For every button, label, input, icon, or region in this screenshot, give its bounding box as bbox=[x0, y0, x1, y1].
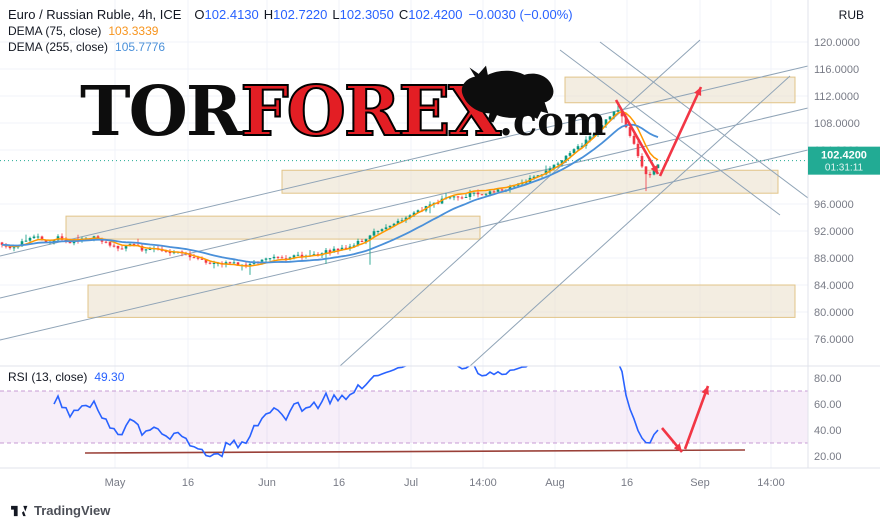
forecast-arrow-head bbox=[650, 165, 658, 174]
badge-countdown: 01:31:11 bbox=[825, 163, 864, 174]
forecast-arrow[interactable] bbox=[683, 385, 710, 450]
rsi-label: RSI (13, close) bbox=[8, 370, 88, 384]
trendline[interactable] bbox=[339, 39, 701, 366]
chart-legend: Euro / Russian Ruble, 4h, ICE O102.4130 H1… bbox=[8, 7, 573, 55]
time-axis-label[interactable]: 14:00 bbox=[469, 477, 497, 489]
trendline[interactable] bbox=[469, 75, 791, 366]
time-axis-label[interactable]: 16 bbox=[333, 477, 345, 489]
dema75-value: 103.3339 bbox=[108, 24, 159, 38]
trendlines bbox=[0, 39, 820, 366]
dema-255-line bbox=[1, 123, 659, 264]
badge-price: 102.4200 bbox=[821, 150, 867, 162]
close-label: C bbox=[398, 7, 409, 22]
dema75-label: DEMA (75, close) bbox=[8, 24, 102, 38]
trendline[interactable] bbox=[0, 107, 808, 299]
rsi-scale-label[interactable]: 40.00 bbox=[814, 425, 842, 437]
trendline[interactable] bbox=[599, 41, 820, 207]
high-value: 102.7220 bbox=[273, 7, 328, 22]
change-value: −0.0030 (−0.00%) bbox=[468, 7, 573, 22]
rsi-scale-label[interactable]: 80.00 bbox=[814, 373, 842, 385]
dema-75-line bbox=[1, 110, 659, 267]
pane-separators bbox=[0, 0, 880, 469]
open-label: O bbox=[194, 7, 205, 22]
price-scale-label[interactable]: 84.0000 bbox=[814, 280, 854, 292]
forecast-arrow-head bbox=[694, 87, 702, 96]
dema255-label: DEMA (255, close) bbox=[8, 40, 109, 54]
time-axis-label[interactable]: 16 bbox=[621, 477, 633, 489]
low-value: 102.3050 bbox=[339, 7, 394, 22]
price-scale-label[interactable]: 88.0000 bbox=[814, 253, 854, 265]
price-scale-label[interactable]: 96.0000 bbox=[814, 199, 854, 211]
rsi-legend[interactable]: RSI (13, close) 49.30 bbox=[8, 370, 124, 384]
price-scale-label[interactable]: 92.0000 bbox=[814, 226, 854, 238]
open-value: 102.4130 bbox=[204, 7, 259, 22]
axis-labels: 120.0000116.0000112.0000108.0000104.0000… bbox=[105, 37, 860, 489]
time-axis-label[interactable]: 14:00 bbox=[757, 477, 785, 489]
rsi-line bbox=[53, 366, 659, 458]
rsi-value: 49.30 bbox=[94, 370, 125, 384]
indicator-row-dema255[interactable]: DEMA (255, close) 105.7776 bbox=[8, 40, 573, 55]
price-scale-label[interactable]: 120.0000 bbox=[814, 37, 860, 49]
symbol-title[interactable]: Euro / Russian Ruble, 4h, ICE bbox=[8, 7, 182, 22]
time-axis-label[interactable]: 16 bbox=[182, 477, 194, 489]
tradingview-label: TradingView bbox=[34, 503, 111, 518]
close-value: 102.4200 bbox=[408, 7, 463, 22]
high-label: H bbox=[263, 7, 274, 22]
forecast-arrow[interactable] bbox=[614, 99, 660, 175]
forecast-arrow-head bbox=[673, 443, 682, 452]
price-scale-label[interactable]: 76.0000 bbox=[814, 334, 854, 346]
dema255-value: 105.7776 bbox=[115, 40, 166, 54]
rsi-scale-label[interactable]: 60.00 bbox=[814, 399, 842, 411]
rsi-pane bbox=[0, 366, 808, 458]
supply-demand-zones bbox=[65, 76, 796, 318]
price-scale-label[interactable]: 112.0000 bbox=[814, 91, 859, 103]
rsi-scale-label[interactable]: 20.00 bbox=[814, 451, 842, 463]
price-scale-currency[interactable]: RUB bbox=[838, 8, 864, 22]
dema-lines bbox=[1, 110, 659, 267]
rsi-forecast-arrows bbox=[661, 385, 710, 453]
symbol-row[interactable]: Euro / Russian Ruble, 4h, ICE O102.4130 H1… bbox=[8, 7, 573, 22]
trendline[interactable] bbox=[559, 49, 781, 216]
price-scale-label[interactable]: 108.0000 bbox=[814, 118, 860, 130]
time-axis-label[interactable]: Sep bbox=[690, 477, 710, 489]
rsi-band bbox=[0, 391, 808, 443]
forecast-arrow[interactable] bbox=[658, 86, 703, 177]
time-axis-label[interactable]: Aug bbox=[545, 477, 565, 489]
tradingview-branding[interactable]: TradingView bbox=[10, 503, 110, 518]
low-label: L bbox=[332, 7, 340, 22]
price-scale-label[interactable]: 116.0000 bbox=[814, 64, 859, 76]
indicator-row-dema75[interactable]: DEMA (75, close) 103.3339 bbox=[8, 24, 573, 39]
rsi-support-line[interactable] bbox=[84, 449, 746, 454]
forecast-arrow-head bbox=[701, 386, 709, 395]
price-scale-label[interactable]: 80.0000 bbox=[814, 307, 854, 319]
supply-demand-zone[interactable] bbox=[564, 76, 796, 104]
supply-demand-zone[interactable] bbox=[87, 284, 796, 318]
time-axis-label[interactable]: Jun bbox=[258, 477, 276, 489]
main-forecast-arrows bbox=[614, 86, 703, 177]
tradingview-logo-icon bbox=[11, 505, 28, 517]
time-axis-label[interactable]: Jul bbox=[404, 477, 418, 489]
time-axis-label[interactable]: May bbox=[105, 477, 126, 489]
